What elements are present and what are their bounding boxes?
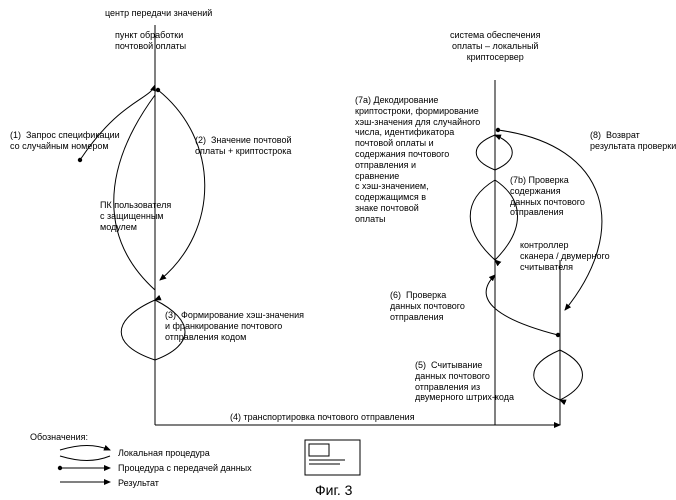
figure-caption: Фиг. 3 [315, 482, 352, 498]
lifeline-point-label: пункт обработки почтовой оплаты [115, 30, 186, 52]
legend-title: Обозначения: [30, 432, 88, 443]
lifeline-center-label: центр передачи значений [105, 8, 212, 19]
pk-user-label: ПК пользователя с защищенным модулем [100, 200, 171, 232]
step-2-label: (2) Значение почтовой оплаты + криптостр… [195, 135, 292, 157]
step-7a-label: (7a) Декодирование криптостроки, формиро… [355, 95, 480, 225]
legend-local: Локальная процедура [118, 448, 210, 459]
lifeline-scanner-label: контроллер сканера / двумерного считыват… [520, 240, 610, 272]
step-4-label: (4) транспортировка почтового отправлени… [230, 412, 415, 423]
step-3-label: (3) Формирование хэш-значения и франкиро… [165, 310, 304, 342]
legend-xfer: Процедура с передачей данных [118, 463, 252, 474]
step-6-label: (6) Проверка данных почтового отправлени… [390, 290, 465, 322]
lifeline-system-label: система обеспечения оплаты – локальный к… [450, 30, 540, 62]
step-1-label: (1) Запрос спецификации со случайным ном… [10, 130, 120, 152]
step-7b-label: (7b) Проверка содержания данных почтовог… [510, 175, 585, 218]
step-8-label: (8) Возврат результата проверки [590, 130, 676, 152]
step-5-label: (5) Считывание данных почтового отправле… [415, 360, 514, 403]
legend-result: Результат [118, 478, 159, 489]
